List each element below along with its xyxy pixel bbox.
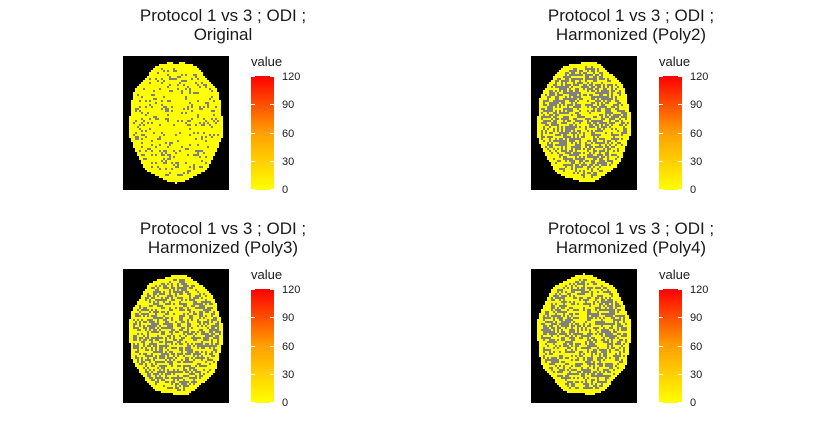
tick-label-30: 30	[690, 156, 703, 168]
panel-poly4: Protocol 1 vs 3 ; ODI ; Harmonized (Poly…	[531, 219, 761, 419]
tick-label-90: 90	[282, 312, 295, 324]
color-legend: value 120 90 60 30 0	[659, 54, 749, 204]
na-voxels	[133, 279, 221, 391]
colorbar-tick	[659, 104, 682, 105]
colorbar-tick	[659, 402, 682, 403]
tick-label-0: 0	[690, 397, 697, 409]
colorbar-tick	[251, 289, 274, 290]
title-line-2: Harmonized (Poly4)	[555, 238, 707, 257]
tick-label-120: 120	[282, 284, 301, 296]
brain-heatmap	[531, 269, 637, 403]
brain-voxels-value	[129, 62, 223, 184]
colorbar-tick	[659, 317, 682, 318]
panel-title: Protocol 1 vs 3 ; ODI ; Harmonized (Poly…	[123, 219, 323, 257]
brain-voxels-na	[541, 66, 629, 178]
colorbar	[659, 289, 682, 403]
colorbar	[659, 76, 682, 190]
tick-label-60: 60	[690, 341, 703, 353]
value-voxels	[129, 62, 223, 184]
panel-original: Protocol 1 vs 3 ; ODI ; Original value 1…	[123, 6, 353, 206]
na-voxels	[541, 66, 629, 178]
color-legend: value 120 90 60 30 0	[659, 267, 749, 417]
title-line-2: Harmonized (Poly3)	[147, 238, 299, 257]
colorbar-tick	[251, 374, 274, 375]
tick-label-30: 30	[282, 156, 295, 168]
tick-label-90: 90	[690, 99, 703, 111]
colorbar-tick	[659, 189, 682, 190]
brain-voxels-na	[541, 279, 627, 389]
title-line-1: Protocol 1 vs 3 ; ODI ;	[139, 219, 307, 238]
title-line-1: Protocol 1 vs 3 ; ODI ;	[139, 6, 307, 25]
tick-label-60: 60	[282, 341, 295, 353]
colorbar-tick	[251, 402, 274, 403]
value-voxels	[537, 273, 631, 395]
legend-title: value	[251, 54, 283, 69]
panel-title: Protocol 1 vs 3 ; ODI ; Harmonized (Poly…	[531, 219, 731, 257]
tick-label-30: 30	[690, 369, 703, 381]
color-legend: value 120 90 60 30 0	[251, 54, 341, 204]
colorbar-tick	[251, 133, 274, 134]
tick-label-90: 90	[690, 312, 703, 324]
panel-poly3: Protocol 1 vs 3 ; ODI ; Harmonized (Poly…	[123, 219, 353, 419]
tick-label-60: 60	[282, 128, 295, 140]
colorbar-tick	[251, 104, 274, 105]
brain-heatmap	[123, 56, 229, 190]
tick-label-120: 120	[690, 284, 709, 296]
tick-label-0: 0	[690, 184, 697, 196]
tick-label-0: 0	[282, 184, 289, 196]
na-voxels	[133, 68, 219, 176]
na-voxels	[541, 279, 627, 389]
title-line-1: Protocol 1 vs 3 ; ODI ;	[547, 219, 715, 238]
colorbar-tick	[659, 374, 682, 375]
color-legend: value 120 90 60 30 0	[251, 267, 341, 417]
brain-heatmap	[531, 56, 637, 190]
panel-poly2: Protocol 1 vs 3 ; ODI ; Harmonized (Poly…	[531, 6, 761, 206]
tick-label-60: 60	[690, 128, 703, 140]
brain-heatmap	[123, 269, 229, 403]
title-line-2: Original	[193, 25, 253, 44]
tick-label-90: 90	[282, 99, 295, 111]
colorbar-tick	[659, 161, 682, 162]
tick-label-120: 120	[690, 71, 709, 83]
brain-voxels-na	[133, 68, 219, 176]
legend-title: value	[251, 267, 283, 282]
tick-label-30: 30	[282, 369, 295, 381]
panel-title: Protocol 1 vs 3 ; ODI ; Harmonized (Poly…	[531, 6, 731, 44]
title-line-1: Protocol 1 vs 3 ; ODI ;	[547, 6, 715, 25]
colorbar-tick	[251, 76, 274, 77]
legend-title: value	[659, 267, 691, 282]
colorbar	[251, 289, 274, 403]
colorbar-tick	[659, 76, 682, 77]
colorbar-tick	[251, 317, 274, 318]
colorbar-tick	[251, 189, 274, 190]
colorbar	[251, 76, 274, 190]
brain-voxels-value	[537, 273, 631, 395]
colorbar-tick	[659, 133, 682, 134]
colorbar-tick	[251, 161, 274, 162]
colorbar-tick	[251, 346, 274, 347]
tick-label-0: 0	[282, 397, 289, 409]
colorbar-tick	[659, 346, 682, 347]
panel-title: Protocol 1 vs 3 ; ODI ; Original	[123, 6, 323, 44]
title-line-2: Harmonized (Poly2)	[555, 25, 707, 44]
tick-label-120: 120	[282, 71, 301, 83]
brain-voxels-na	[133, 279, 221, 391]
colorbar-tick	[659, 289, 682, 290]
legend-title: value	[659, 54, 691, 69]
